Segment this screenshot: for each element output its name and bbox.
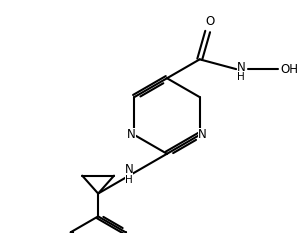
Text: H: H — [125, 175, 133, 185]
Text: H: H — [237, 72, 245, 82]
Text: N: N — [198, 128, 207, 141]
Text: N: N — [127, 128, 136, 141]
Text: N: N — [124, 163, 133, 176]
Text: O: O — [205, 15, 214, 28]
Text: OH: OH — [281, 63, 299, 76]
Text: N: N — [237, 61, 245, 74]
